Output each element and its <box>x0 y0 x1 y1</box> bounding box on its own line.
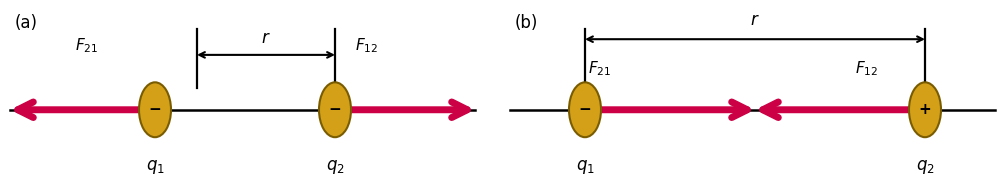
Text: $r$: $r$ <box>261 29 271 47</box>
Text: $F_{12}$: $F_{12}$ <box>855 60 878 78</box>
Ellipse shape <box>569 82 601 137</box>
Text: $F_{21}$: $F_{21}$ <box>588 60 611 78</box>
Text: −: − <box>149 102 161 117</box>
Text: $F_{21}$: $F_{21}$ <box>75 36 98 55</box>
Text: (b): (b) <box>515 14 538 32</box>
Text: $q_2$: $q_2$ <box>326 158 344 176</box>
Ellipse shape <box>319 82 351 137</box>
Text: +: + <box>919 102 931 117</box>
Ellipse shape <box>139 82 171 137</box>
Text: $r$: $r$ <box>750 11 760 29</box>
Text: (a): (a) <box>15 14 38 32</box>
Text: −: − <box>579 102 591 117</box>
Text: −: − <box>329 102 341 117</box>
Ellipse shape <box>909 82 941 137</box>
Text: $q_1$: $q_1$ <box>576 158 594 176</box>
Text: $F_{12}$: $F_{12}$ <box>355 36 378 55</box>
Text: $q_1$: $q_1$ <box>146 158 164 176</box>
Text: $q_2$: $q_2$ <box>916 158 934 176</box>
